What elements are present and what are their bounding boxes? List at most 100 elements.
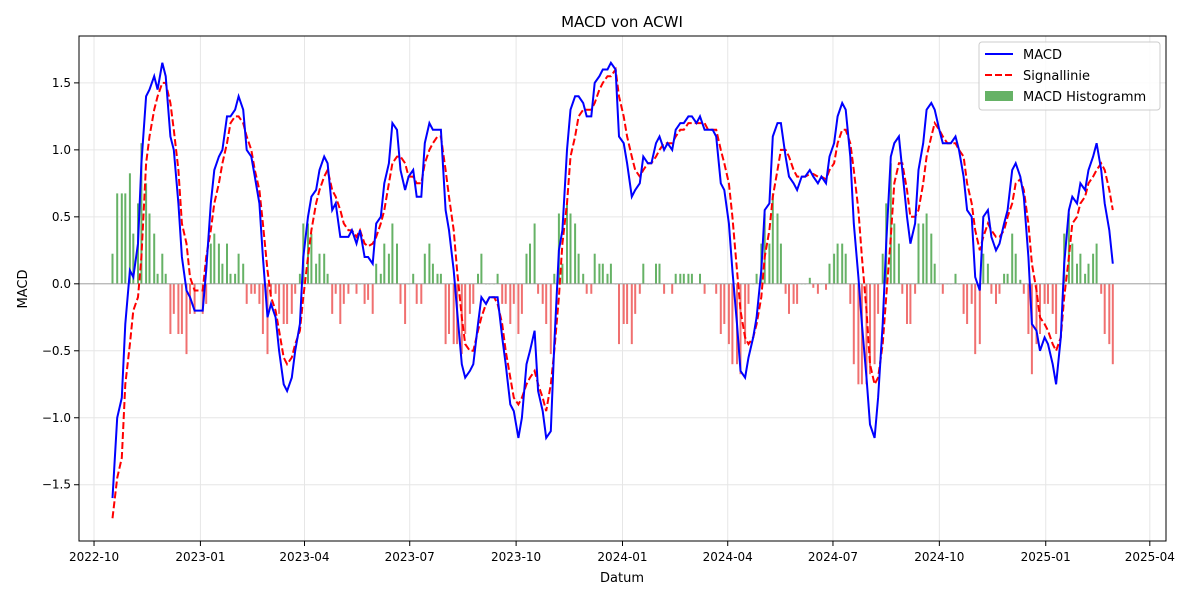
histogram-bar-positive [164, 273, 167, 284]
histogram-bar-negative [504, 283, 507, 304]
histogram-bar-positive [574, 223, 577, 284]
histogram-bar-positive [529, 243, 531, 284]
histogram-bar-negative [278, 283, 281, 314]
histogram-bar-negative [825, 283, 827, 290]
histogram-bar-negative [472, 283, 475, 304]
macd-line [111, 60, 1114, 499]
histogram-bar-positive [128, 173, 131, 284]
histogram-bar-positive [566, 203, 568, 284]
histogram-bar-positive [221, 263, 224, 284]
histogram-bar-positive [609, 263, 612, 284]
histogram-bar-negative [339, 283, 342, 324]
x-tick-label: 2024-01 [597, 550, 647, 564]
legend: MACD Signallinie MACD Histogramm [978, 41, 1161, 111]
histogram-bar-positive [687, 273, 690, 284]
histogram-bar-positive [1019, 279, 1022, 284]
histogram-bar-negative [517, 283, 520, 334]
x-tick-label: 2024-07 [808, 550, 858, 564]
histogram-bar-positive [1079, 253, 1082, 284]
histogram-bar-negative [420, 283, 423, 304]
histogram-bar-positive [525, 253, 528, 284]
histogram-bar-negative [671, 283, 674, 294]
histogram-bar-negative [901, 283, 904, 294]
histogram-bar-positive [925, 213, 928, 284]
histogram-bar-positive [841, 243, 844, 284]
histogram-bar-positive [1084, 273, 1087, 284]
histogram-bar-positive [954, 273, 957, 284]
histogram-bar-negative [250, 283, 253, 294]
histogram-bar-negative [1043, 283, 1046, 304]
x-tick-label: 2022-10 [69, 550, 119, 564]
histogram-bar-negative [941, 283, 944, 294]
histogram-bar-negative [342, 283, 345, 304]
histogram-bar-positive [375, 263, 378, 284]
histogram-bar-negative [367, 283, 370, 300]
histogram-bar-negative [1103, 283, 1106, 334]
histogram-bar-positive [771, 193, 774, 284]
histogram-bar-negative [788, 283, 790, 314]
histogram-bar-negative [286, 283, 289, 324]
histogram-bar-positive [553, 273, 556, 284]
histogram-bar-positive [893, 223, 896, 284]
histogram-bar-negative [448, 283, 450, 334]
y-tick-label: 1.0 [52, 143, 71, 157]
histogram-bar-positive [982, 253, 985, 284]
histogram-bar-positive [229, 273, 232, 284]
histogram-bar-negative [549, 283, 552, 355]
histogram-bar-positive [436, 273, 439, 284]
histogram-bar-positive [577, 253, 580, 284]
histogram-bar-negative [347, 283, 350, 294]
histogram-bar-negative [294, 283, 297, 294]
histogram-bar-negative [634, 283, 637, 314]
macd-histogram [111, 143, 1114, 385]
histogram-bar-negative [520, 283, 523, 314]
histogram-bar-negative [541, 283, 544, 304]
histogram-bar-negative [719, 283, 722, 334]
y-tick-label: 0.5 [52, 210, 71, 224]
histogram-bar-positive [1011, 233, 1014, 284]
histogram-bar-positive [153, 233, 156, 284]
histogram-bar-negative [1027, 283, 1030, 334]
histogram-bar-negative [245, 283, 248, 304]
y-tick-label: −1.0 [42, 411, 71, 425]
histogram-bar-negative [509, 283, 512, 324]
histogram-bar-negative [185, 283, 188, 355]
histogram-bar-negative [585, 283, 588, 294]
histogram-bar-positive [439, 273, 442, 284]
histogram-bar-negative [169, 283, 172, 334]
histogram-bar-negative [852, 283, 855, 365]
histogram-bar-negative [966, 283, 969, 324]
histogram-bar-negative [909, 283, 912, 324]
histogram-bar-negative [1039, 283, 1041, 334]
x-tick-label: 2023-01 [175, 550, 225, 564]
histogram-bar-negative [914, 283, 917, 294]
chart-title: MACD von ACWI [561, 13, 683, 31]
histogram-bar-negative [869, 283, 871, 375]
histogram-bar-positive [690, 273, 693, 284]
histogram-bar-negative [618, 283, 620, 345]
histogram-bar-negative [468, 283, 471, 314]
legend-signal-label: Signallinie [1023, 69, 1090, 84]
histogram-bar-positive [674, 273, 677, 284]
histogram-bar-positive [658, 263, 661, 284]
histogram-bar-negative [812, 283, 815, 288]
x-tick-label: 2024-04 [703, 550, 753, 564]
histogram-bar-positive [1092, 253, 1095, 284]
histogram-bar-positive [755, 273, 758, 284]
histogram-bar-positive [310, 233, 313, 284]
histogram-bar-positive [318, 253, 321, 284]
histogram-bar-positive [428, 243, 431, 284]
x-tick-label: 2024-10 [914, 550, 964, 564]
y-axis-label: MACD [16, 270, 31, 309]
histogram-bar-positive [226, 243, 228, 284]
histogram-bar-negative [703, 283, 706, 294]
histogram-bar-positive [496, 273, 499, 284]
histogram-bar-positive [836, 243, 839, 284]
histogram-bar-positive [1087, 263, 1090, 284]
histogram-bar-negative [193, 283, 196, 314]
histogram-bar-positive [582, 273, 585, 284]
legend-macd-label: MACD [1023, 48, 1062, 63]
histogram-bar-negative [205, 283, 208, 304]
histogram-bar-negative [990, 283, 993, 294]
